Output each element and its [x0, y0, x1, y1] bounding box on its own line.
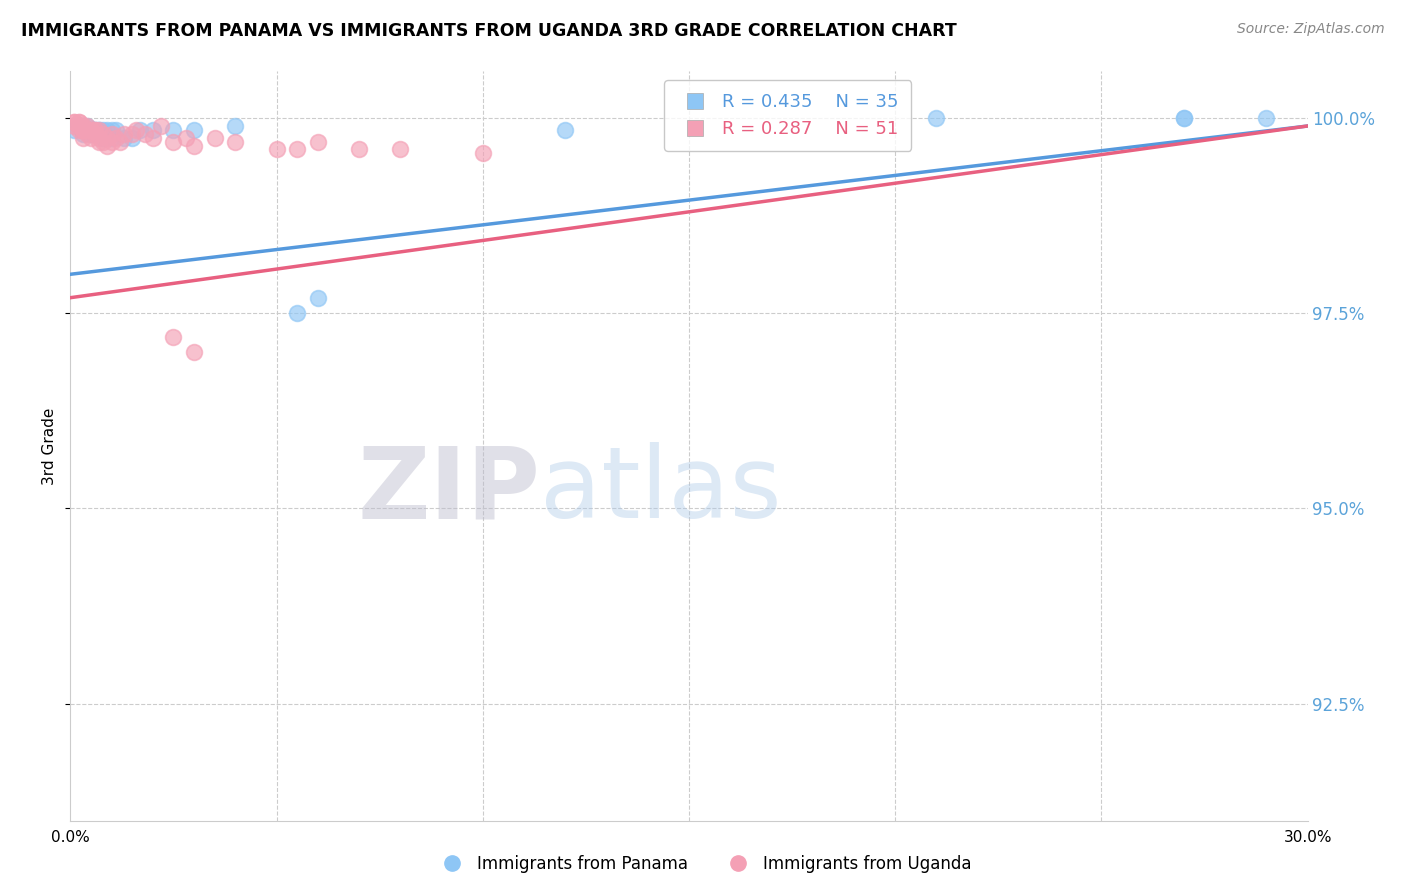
Point [224, 119, 246, 133]
Point [63, 115, 86, 129]
Point [84, 127, 107, 141]
Point [100, 130, 122, 145]
Point [183, 123, 205, 137]
Point [84, 123, 107, 137]
Point [89, 123, 111, 137]
Point [121, 130, 143, 145]
Point [100, 135, 122, 149]
Point [142, 130, 165, 145]
Point [91, 130, 114, 145]
Point [89, 123, 111, 137]
Point [100, 123, 122, 137]
Point [89, 123, 111, 137]
Point [72, 123, 94, 137]
Point [471, 146, 494, 161]
Point [91, 123, 114, 137]
Point [80, 123, 103, 137]
Point [67, 119, 90, 133]
Point [183, 138, 205, 153]
Point [125, 123, 148, 137]
Point [307, 291, 329, 305]
Point [96, 138, 118, 153]
Point [347, 143, 370, 157]
Point [84, 123, 107, 137]
Point [266, 143, 288, 157]
Point [72, 119, 94, 133]
Point [63, 115, 86, 129]
Point [1256, 112, 1278, 126]
Point [162, 330, 184, 344]
Point [224, 135, 246, 149]
Point [63, 123, 86, 137]
Point [91, 127, 114, 141]
Point [285, 306, 308, 320]
Point [162, 123, 184, 137]
Point [162, 135, 184, 149]
Point [67, 115, 90, 129]
Point [108, 135, 131, 149]
Point [554, 123, 576, 137]
Point [67, 119, 90, 133]
Text: atlas: atlas [540, 442, 782, 540]
Point [76, 127, 98, 141]
Point [1173, 112, 1195, 126]
Text: IMMIGRANTS FROM PANAMA VS IMMIGRANTS FROM UGANDA 3RD GRADE CORRELATION CHART: IMMIGRANTS FROM PANAMA VS IMMIGRANTS FRO… [21, 22, 957, 40]
Point [72, 130, 94, 145]
Point [925, 112, 948, 126]
Point [80, 130, 103, 145]
Point [72, 119, 94, 133]
Point [72, 123, 94, 137]
Point [80, 123, 103, 137]
Y-axis label: 3rd Grade: 3rd Grade [42, 408, 58, 484]
Point [121, 127, 143, 141]
Point [89, 135, 111, 149]
Point [84, 123, 107, 137]
Point [129, 123, 152, 137]
Point [285, 143, 308, 157]
Legend: R = 0.435    N = 35, R = 0.287    N = 51: R = 0.435 N = 35, R = 0.287 N = 51 [665, 80, 911, 151]
Point [183, 345, 205, 359]
Point [67, 119, 90, 133]
Point [112, 127, 135, 141]
Point [112, 130, 135, 145]
Point [96, 130, 118, 145]
Point [72, 127, 94, 141]
Point [100, 127, 122, 141]
Point [72, 119, 94, 133]
Point [134, 127, 156, 141]
Point [80, 123, 103, 137]
Point [67, 123, 90, 137]
Point [1173, 112, 1195, 126]
Point [174, 130, 197, 145]
Point [104, 130, 127, 145]
Point [63, 119, 86, 133]
Point [142, 123, 165, 137]
Point [307, 135, 329, 149]
Point [89, 130, 111, 145]
Point [91, 135, 114, 149]
Point [76, 119, 98, 133]
Point [84, 123, 107, 137]
Point [67, 115, 90, 129]
Point [96, 123, 118, 137]
Point [76, 123, 98, 137]
Point [76, 119, 98, 133]
Point [389, 143, 412, 157]
Legend: Immigrants from Panama, Immigrants from Uganda: Immigrants from Panama, Immigrants from … [429, 848, 977, 880]
Text: Source: ZipAtlas.com: Source: ZipAtlas.com [1237, 22, 1385, 37]
Point [72, 123, 94, 137]
Point [76, 123, 98, 137]
Point [104, 123, 127, 137]
Point [80, 123, 103, 137]
Point [204, 130, 226, 145]
Point [150, 119, 173, 133]
Text: ZIP: ZIP [357, 442, 540, 540]
Point [80, 127, 103, 141]
